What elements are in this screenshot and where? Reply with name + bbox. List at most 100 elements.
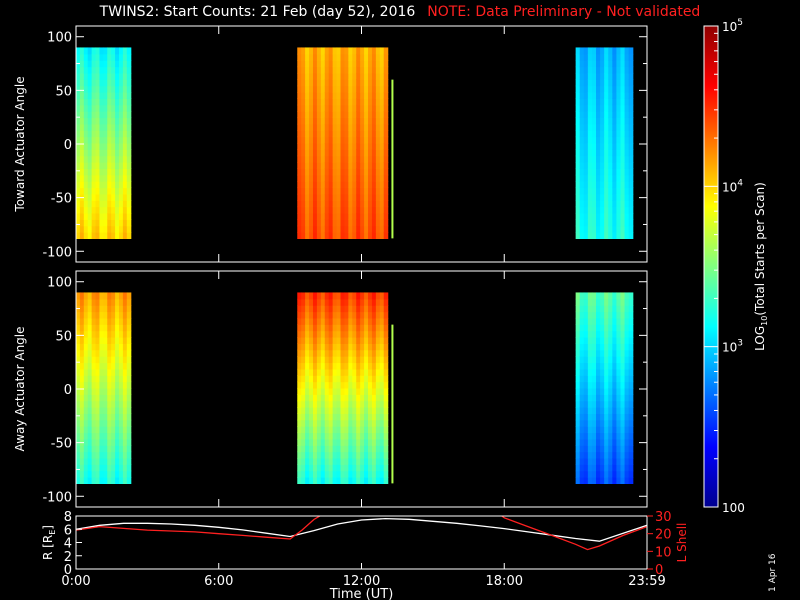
heatmap-cell <box>312 130 318 138</box>
heatmap-cell <box>312 317 318 325</box>
preliminary-note: NOTE: Data Preliminary - Not validated <box>427 4 701 20</box>
heatmap-cell <box>620 155 626 163</box>
heatmap-cell <box>122 349 128 357</box>
heatmap-cell <box>312 142 318 150</box>
heatmap-cell <box>336 53 342 61</box>
heatmap-cell <box>91 368 97 376</box>
heatmap-cell <box>297 212 302 220</box>
heatmap-cell <box>103 470 108 478</box>
heatmap-cell <box>575 187 581 195</box>
heatmap-cell <box>309 311 314 319</box>
heatmap-cell <box>352 317 357 325</box>
heatmap-cell <box>91 457 97 465</box>
heatmap-cell <box>316 426 322 434</box>
heatmap-cell <box>297 60 302 68</box>
heatmap-cell <box>596 292 601 300</box>
heatmap-cell <box>103 464 108 472</box>
heatmap-cell <box>620 142 626 150</box>
heatmap-cell <box>79 72 85 80</box>
heatmap-cell <box>616 181 622 189</box>
heatmap-cell <box>360 136 365 144</box>
heatmap-cell <box>600 98 605 106</box>
heatmap-cell <box>87 66 93 74</box>
heatmap-cell <box>579 85 585 93</box>
heatmap-cell <box>336 381 342 389</box>
heatmap-cell <box>371 445 377 453</box>
heatmap-cell <box>375 317 381 325</box>
heatmap-cell <box>297 187 302 195</box>
heatmap-cell <box>336 66 342 74</box>
heatmap-cell <box>87 464 93 472</box>
heatmap-cell <box>111 162 116 169</box>
heatmap-cell <box>95 200 101 208</box>
heatmap-cell <box>107 375 112 383</box>
heatmap-cell <box>118 343 124 351</box>
heatmap-cell <box>352 85 357 93</box>
heatmap-cell <box>620 123 626 131</box>
heatmap-cell <box>107 193 112 201</box>
heatmap-cell <box>587 419 593 427</box>
heatmap-cell <box>312 394 318 402</box>
heatmap-cell <box>305 464 310 472</box>
heatmap-cell <box>312 413 318 421</box>
heatmap-cell <box>336 225 342 233</box>
heatmap-cell <box>99 79 104 87</box>
heatmap-cell <box>328 349 334 357</box>
heatmap-cell <box>87 387 93 395</box>
heatmap-cell <box>352 337 357 344</box>
heatmap-cell <box>371 324 377 332</box>
heatmap-cell <box>620 292 626 300</box>
heatmap-cell <box>309 149 314 157</box>
heatmap-cell <box>336 426 342 434</box>
heatmap-cell <box>383 72 389 80</box>
heatmap-cell <box>591 162 597 169</box>
heatmap-cell <box>122 400 128 408</box>
heatmap-cell <box>628 200 634 208</box>
heatmap-cell <box>344 419 349 427</box>
heatmap-cell <box>320 47 326 55</box>
heatmap-cell <box>79 181 85 189</box>
heatmap-cell <box>379 413 385 421</box>
heatmap-cell <box>122 330 128 338</box>
heatmap-cell <box>379 136 385 144</box>
heatmap-cell <box>126 317 132 325</box>
heatmap-cell <box>579 212 585 220</box>
heatmap-cell <box>364 298 369 306</box>
heatmap-cell <box>628 368 634 376</box>
heatmap-cell <box>371 130 377 138</box>
heatmap-cell <box>348 356 353 364</box>
heatmap-cell <box>379 232 385 239</box>
heatmap-cell <box>591 60 597 68</box>
heatmap-cell <box>115 292 120 300</box>
heatmap-cell <box>371 117 377 125</box>
heatmap-cell <box>364 168 369 176</box>
heatmap-cell <box>126 225 132 233</box>
heatmap-cell <box>320 457 326 465</box>
heatmap-cell <box>356 337 361 344</box>
heatmap-cell <box>115 343 120 351</box>
heatmap-cell <box>596 85 601 93</box>
heatmap-cell <box>604 432 609 440</box>
heatmap-cell <box>91 394 97 402</box>
heatmap-cell <box>122 130 128 138</box>
heatmap-cell <box>608 47 613 55</box>
heatmap-cell <box>336 174 342 182</box>
heatmap-cell <box>600 438 605 446</box>
heatmap-cell <box>608 438 613 446</box>
heatmap-cell <box>587 92 593 99</box>
heatmap-cell <box>628 464 634 472</box>
heatmap-cell <box>301 200 306 208</box>
heatmap-cell <box>624 349 630 357</box>
heatmap-cell <box>107 368 112 376</box>
heatmap-cell <box>344 104 349 112</box>
heatmap-cell <box>320 343 326 351</box>
heatmap-cell <box>320 104 326 112</box>
heatmap-cell <box>352 349 357 357</box>
heatmap-cell <box>583 343 589 351</box>
heatmap-cell <box>356 232 361 239</box>
heatmap-cell <box>122 451 128 459</box>
heatmap-cell <box>99 181 104 189</box>
heatmap-cell <box>103 413 108 421</box>
heatmap-cell <box>356 123 361 131</box>
heatmap-cell <box>297 451 302 459</box>
